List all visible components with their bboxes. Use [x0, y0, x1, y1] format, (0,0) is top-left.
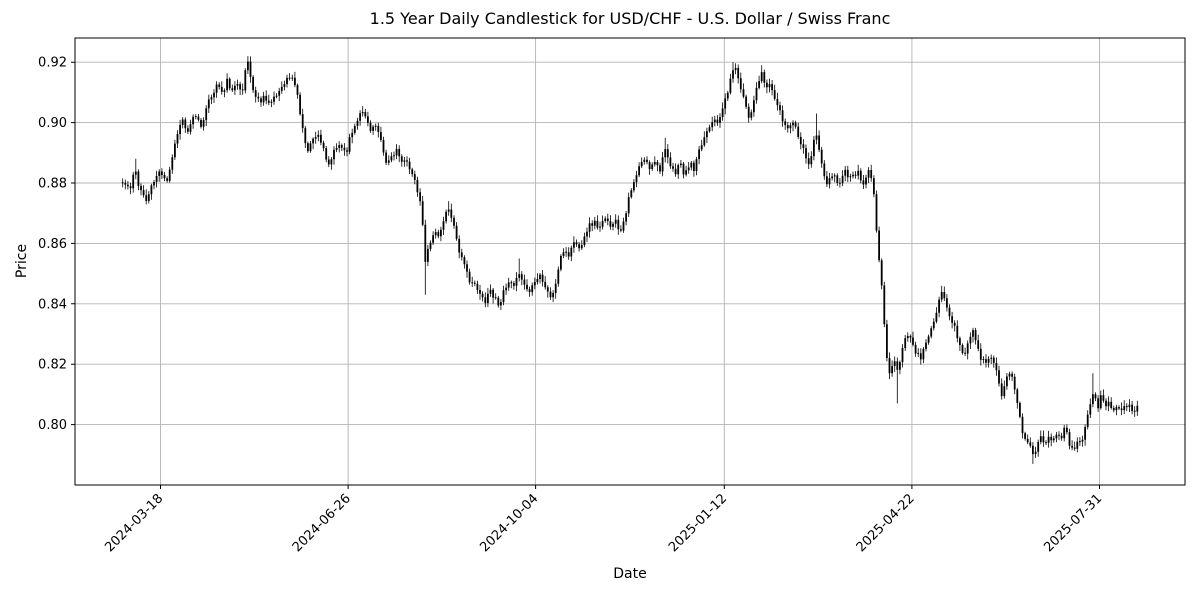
- candle-bodies: [121, 61, 1139, 455]
- y-tick-label: 0.92: [38, 56, 67, 71]
- plot-border: [74, 37, 1186, 486]
- y-tick-label: 0.88: [38, 177, 67, 192]
- x-axis-label: Date: [613, 566, 647, 582]
- y-tick-label: 0.80: [38, 418, 67, 433]
- x-tick-label: 2025-07-31: [1041, 491, 1105, 555]
- x-tick-label: 2025-04-22: [854, 491, 918, 555]
- y-tick-label: 0.86: [38, 237, 67, 252]
- x-tick-label: 2025-01-12: [666, 491, 730, 555]
- x-tick-label: 2024-10-04: [477, 491, 541, 555]
- x-tick-label: 2024-06-26: [290, 491, 354, 555]
- grid-lines: [75, 38, 1185, 485]
- y-tick-label: 0.82: [38, 358, 67, 373]
- chart-title: 1.5 Year Daily Candlestick for USD/CHF -…: [369, 9, 891, 28]
- axis-ticks: [71, 61, 1100, 489]
- x-tick-label: 2024-03-18: [102, 491, 166, 555]
- candle-wicks: [122, 56, 1138, 464]
- y-tick-label: 0.90: [38, 116, 67, 131]
- y-tick-label: 0.84: [38, 297, 67, 312]
